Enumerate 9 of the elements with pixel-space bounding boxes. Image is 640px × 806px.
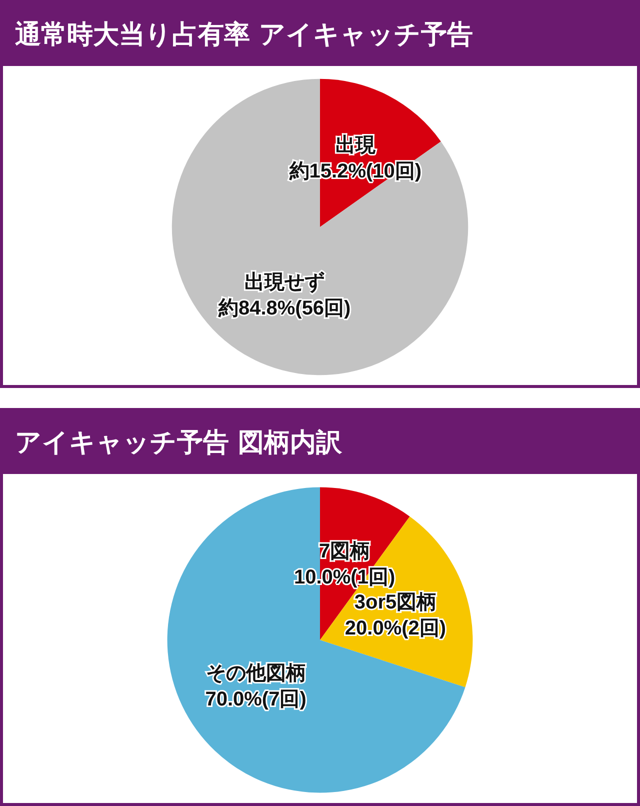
data-label: 70.0%(7回) bbox=[205, 688, 306, 711]
slice-label: 3or5図柄 bbox=[354, 591, 437, 614]
data-label: 約84.8%(56回) bbox=[217, 297, 351, 320]
slice-label: その他図柄 bbox=[206, 662, 306, 685]
slice-label: 出現せず bbox=[244, 271, 325, 294]
data-label: 20.0%(2回) bbox=[344, 617, 446, 640]
chart-title: 通常時大当り占有率 アイキャッチ予告 bbox=[3, 3, 637, 66]
chart-title: アイキャッチ予告 図柄内訳 bbox=[3, 411, 637, 474]
slice-label: 出現 bbox=[335, 134, 376, 157]
